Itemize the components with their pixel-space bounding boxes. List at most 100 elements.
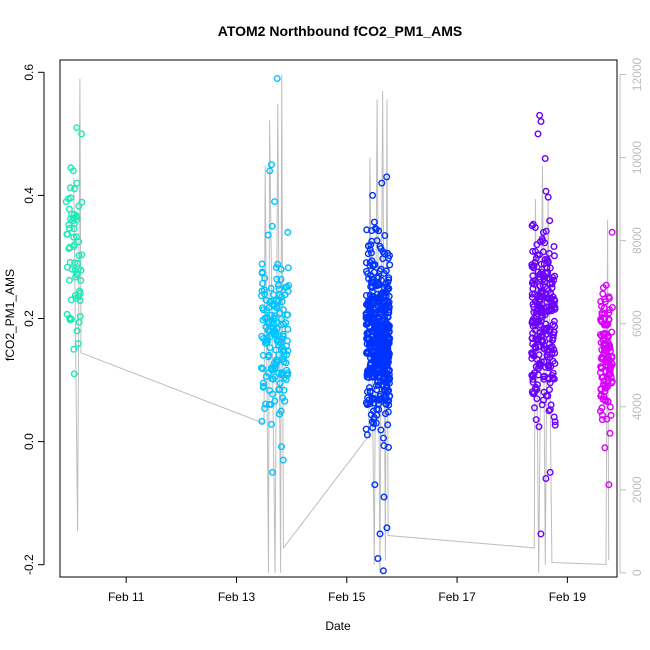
data-point [366, 246, 374, 254]
data-point [367, 249, 375, 257]
data-point [278, 443, 286, 451]
data-point [374, 555, 382, 563]
data-point [529, 300, 537, 308]
data-point [383, 173, 391, 181]
data-point [598, 416, 606, 424]
data-point [537, 317, 545, 325]
data-point [385, 306, 393, 314]
data-point [546, 217, 554, 225]
data-point [544, 193, 552, 201]
chart-title: ATOM2 Northbound fCO2_PM1_AMS [218, 23, 463, 39]
data-point [546, 468, 554, 476]
data-point [70, 370, 78, 378]
data-point [269, 300, 277, 308]
data-point [533, 395, 541, 403]
data-point [266, 167, 274, 175]
data-point [70, 185, 78, 193]
data-point [546, 264, 554, 272]
data-point [258, 260, 266, 268]
data-point [381, 320, 389, 328]
data-point [547, 344, 555, 352]
data-point [607, 411, 615, 419]
data-point [273, 275, 281, 283]
data-point [372, 317, 380, 325]
data-point [542, 187, 550, 195]
data-point [601, 340, 609, 348]
data-point [269, 468, 277, 476]
data-point [282, 283, 290, 291]
data-point [69, 167, 77, 175]
data-point [546, 340, 554, 348]
data-point [375, 281, 383, 289]
data-point [540, 260, 548, 268]
plot-area [62, 74, 616, 575]
data-point [273, 74, 281, 82]
data-point [284, 264, 292, 272]
data-point [602, 345, 610, 353]
axes: -0.2 0.0 0.2 0.4 0.6 0 2000 4000 6000 8000 10000 12… [22, 57, 644, 604]
data-point [284, 347, 292, 355]
data-point [368, 394, 376, 402]
data-point [261, 405, 269, 413]
data-point [551, 349, 559, 357]
data-point [537, 117, 545, 125]
data-point [605, 294, 613, 302]
data-point [258, 268, 266, 276]
data-point [70, 345, 78, 353]
data-point [603, 348, 611, 356]
y-axis-label: fCO2_PM1_AMS [3, 269, 17, 361]
data-point [370, 276, 378, 284]
data-point [279, 330, 287, 338]
data-point [385, 375, 393, 383]
data-point [265, 401, 273, 409]
data-point [535, 251, 543, 259]
data-point [65, 276, 73, 284]
data-point [385, 353, 393, 361]
data-point [78, 130, 86, 138]
data-point [362, 292, 370, 300]
data-point [74, 340, 82, 348]
data-point [368, 237, 376, 245]
data-point [608, 228, 616, 236]
data-point [532, 335, 540, 343]
data-point [66, 316, 74, 324]
data-point [67, 215, 75, 223]
data-point [270, 359, 278, 367]
data-point [383, 297, 391, 305]
data-point [375, 358, 383, 366]
data-point [78, 251, 86, 259]
data-point [535, 364, 543, 372]
data-point [528, 263, 536, 271]
data-point [271, 397, 279, 405]
data-point [538, 289, 546, 297]
data-point [78, 198, 86, 206]
data-point [529, 285, 537, 293]
data-point [529, 350, 537, 358]
y-tick-label: 0.2 [22, 310, 36, 327]
data-point [279, 355, 287, 363]
data-point [541, 154, 549, 162]
series-3 [528, 111, 559, 538]
data-point [541, 256, 549, 264]
data-point [284, 228, 292, 236]
data-point [541, 239, 549, 247]
data-point [363, 388, 371, 396]
data-point [603, 415, 611, 423]
data-point [535, 361, 543, 369]
data-point [271, 198, 279, 206]
data-point [539, 338, 547, 346]
data-point [379, 567, 387, 575]
data-point [385, 443, 393, 451]
data-point [380, 269, 388, 277]
data-point [606, 403, 614, 411]
data-point [372, 320, 380, 328]
data-point [376, 306, 384, 314]
data-point [268, 420, 276, 428]
data-point [547, 401, 555, 409]
data-point [541, 345, 549, 353]
data-point [75, 238, 83, 246]
x-tick-label: Feb 13 [218, 590, 256, 604]
data-point [70, 243, 78, 251]
data-point [529, 220, 537, 228]
y2-tick-label: 0 [630, 569, 644, 576]
